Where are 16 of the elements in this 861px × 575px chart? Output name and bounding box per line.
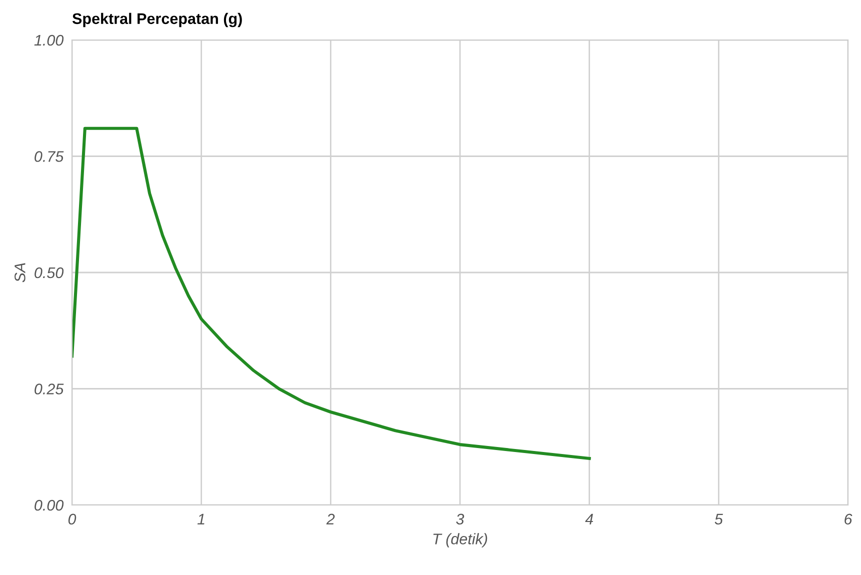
y-tick-label: 0.50 [34, 267, 64, 278]
x-tick-label: 6 [844, 514, 852, 525]
x-tick-label: 4 [585, 514, 594, 524]
x-tick-label: 1 [197, 514, 204, 524]
y-axis-title: SA [14, 263, 26, 282]
chart-title: Spektral Percepatan (g) [72, 12, 242, 28]
x-tick-label: 3 [456, 514, 464, 525]
line-series [72, 126, 591, 460]
x-axis-title: T (detik) [433, 533, 488, 548]
x-tick-label: 0 [68, 514, 76, 525]
y-tick-label: 1.00 [34, 34, 64, 46]
y-tick-label: 0.75 [34, 151, 64, 162]
y-tick-label: 0.00 [34, 500, 64, 511]
x-tick-label: 2 [326, 514, 335, 524]
x-tick-label: 5 [714, 514, 723, 525]
y-tick-label: 0.25 [34, 384, 64, 394]
